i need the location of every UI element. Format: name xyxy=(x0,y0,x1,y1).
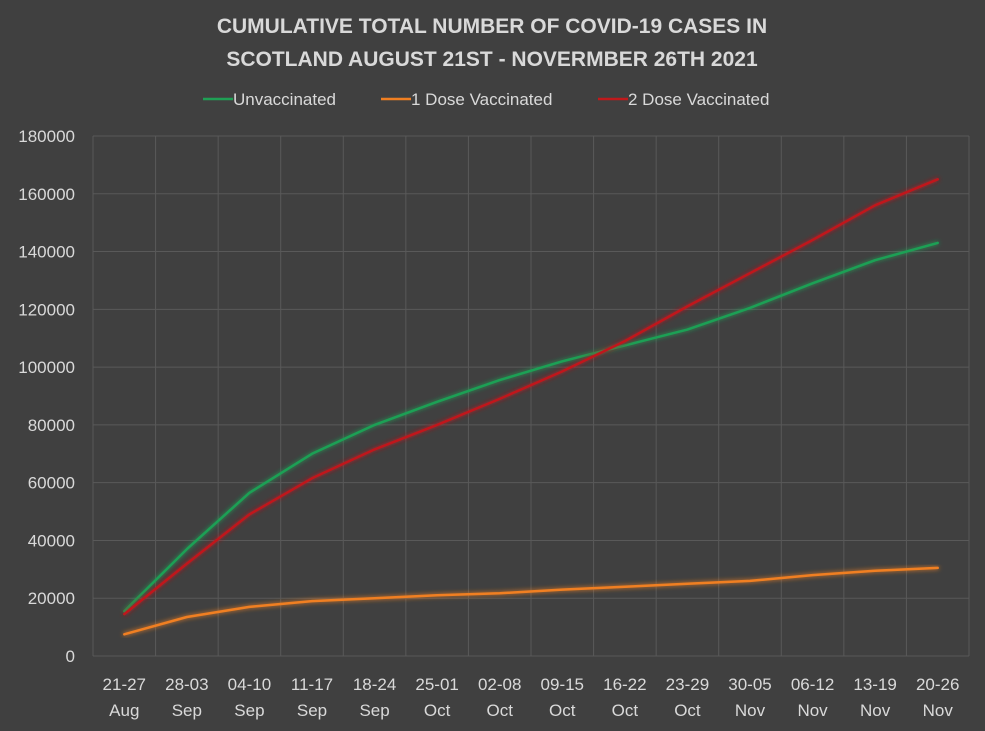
y-tick-label: 0 xyxy=(66,647,75,666)
legend-label-2: 2 Dose Vaccinated xyxy=(628,90,769,109)
y-tick-label: 140000 xyxy=(18,243,75,262)
chart-title-line-2: SCOTLAND AUGUST 21ST - NOVERMBER 26TH 20… xyxy=(226,48,758,71)
y-tick-label: 80000 xyxy=(28,416,75,435)
legend-label-1: 1 Dose Vaccinated xyxy=(411,90,552,109)
y-tick-label: 100000 xyxy=(18,358,75,377)
legend-label-0: Unvaccinated xyxy=(233,90,336,109)
x-tick-month-label: Sep xyxy=(172,701,202,720)
x-tick-month-label: Nov xyxy=(923,701,954,720)
y-tick-label: 180000 xyxy=(18,127,75,146)
series-line-0 xyxy=(123,241,939,613)
y-tick-label: 120000 xyxy=(18,300,75,319)
y-tick-label: 160000 xyxy=(18,185,75,204)
x-tick-label: 28-03 xyxy=(165,675,208,694)
x-tick-month-label: Nov xyxy=(860,701,891,720)
series-line-2 xyxy=(123,178,939,616)
y-tick-label: 40000 xyxy=(28,531,75,550)
y-tick-label: 60000 xyxy=(28,474,75,493)
x-tick-month-label: Oct xyxy=(486,701,513,720)
y-axis: 0 20000 40000 60000 80000 100000 120000 140000 1… xyxy=(18,127,75,666)
x-tick-label: 16-22 xyxy=(603,675,646,694)
x-tick-month-label: Sep xyxy=(234,701,264,720)
x-tick-label: 23-29 xyxy=(666,675,709,694)
x-tick-month-label: Oct xyxy=(549,701,576,720)
x-tick-label: 09-15 xyxy=(541,675,584,694)
x-tick-month-label: Oct xyxy=(674,701,701,720)
x-tick-month-label: Oct xyxy=(612,701,639,720)
x-tick-month-label: Aug xyxy=(109,701,139,720)
x-tick-label: 13-19 xyxy=(853,675,896,694)
x-tick-month-label: Oct xyxy=(424,701,451,720)
x-tick-label: 21-27 xyxy=(103,675,146,694)
x-tick-month-label: Nov xyxy=(735,701,766,720)
y-tick-label: 20000 xyxy=(28,589,75,608)
x-tick-label: 25-01 xyxy=(415,675,458,694)
x-tick-month-label: Nov xyxy=(797,701,828,720)
gridlines xyxy=(92,135,970,657)
legend: Unvaccinated 1 Dose Vaccinated 2 Dose Vacc… xyxy=(203,90,769,109)
x-tick-label: 02-08 xyxy=(478,675,521,694)
series-lines xyxy=(123,178,939,636)
x-tick-label: 04-10 xyxy=(228,675,271,694)
x-tick-label: 18-24 xyxy=(353,675,396,694)
x-axis: 21-27 Aug 28-03 Sep 04-10 Sep 11-17 Sep 18-24 Sep… xyxy=(103,675,960,720)
x-tick-label: 30-05 xyxy=(728,675,771,694)
x-tick-month-label: Sep xyxy=(359,701,389,720)
x-tick-label: 06-12 xyxy=(791,675,834,694)
x-tick-month-label: Sep xyxy=(297,701,327,720)
x-tick-label: 20-26 xyxy=(916,675,959,694)
chart-title-line-1: CUMULATIVE TOTAL NUMBER OF COVID-19 CASE… xyxy=(217,15,767,38)
series-line-1 xyxy=(123,566,939,636)
x-tick-label: 11-17 xyxy=(291,675,333,694)
